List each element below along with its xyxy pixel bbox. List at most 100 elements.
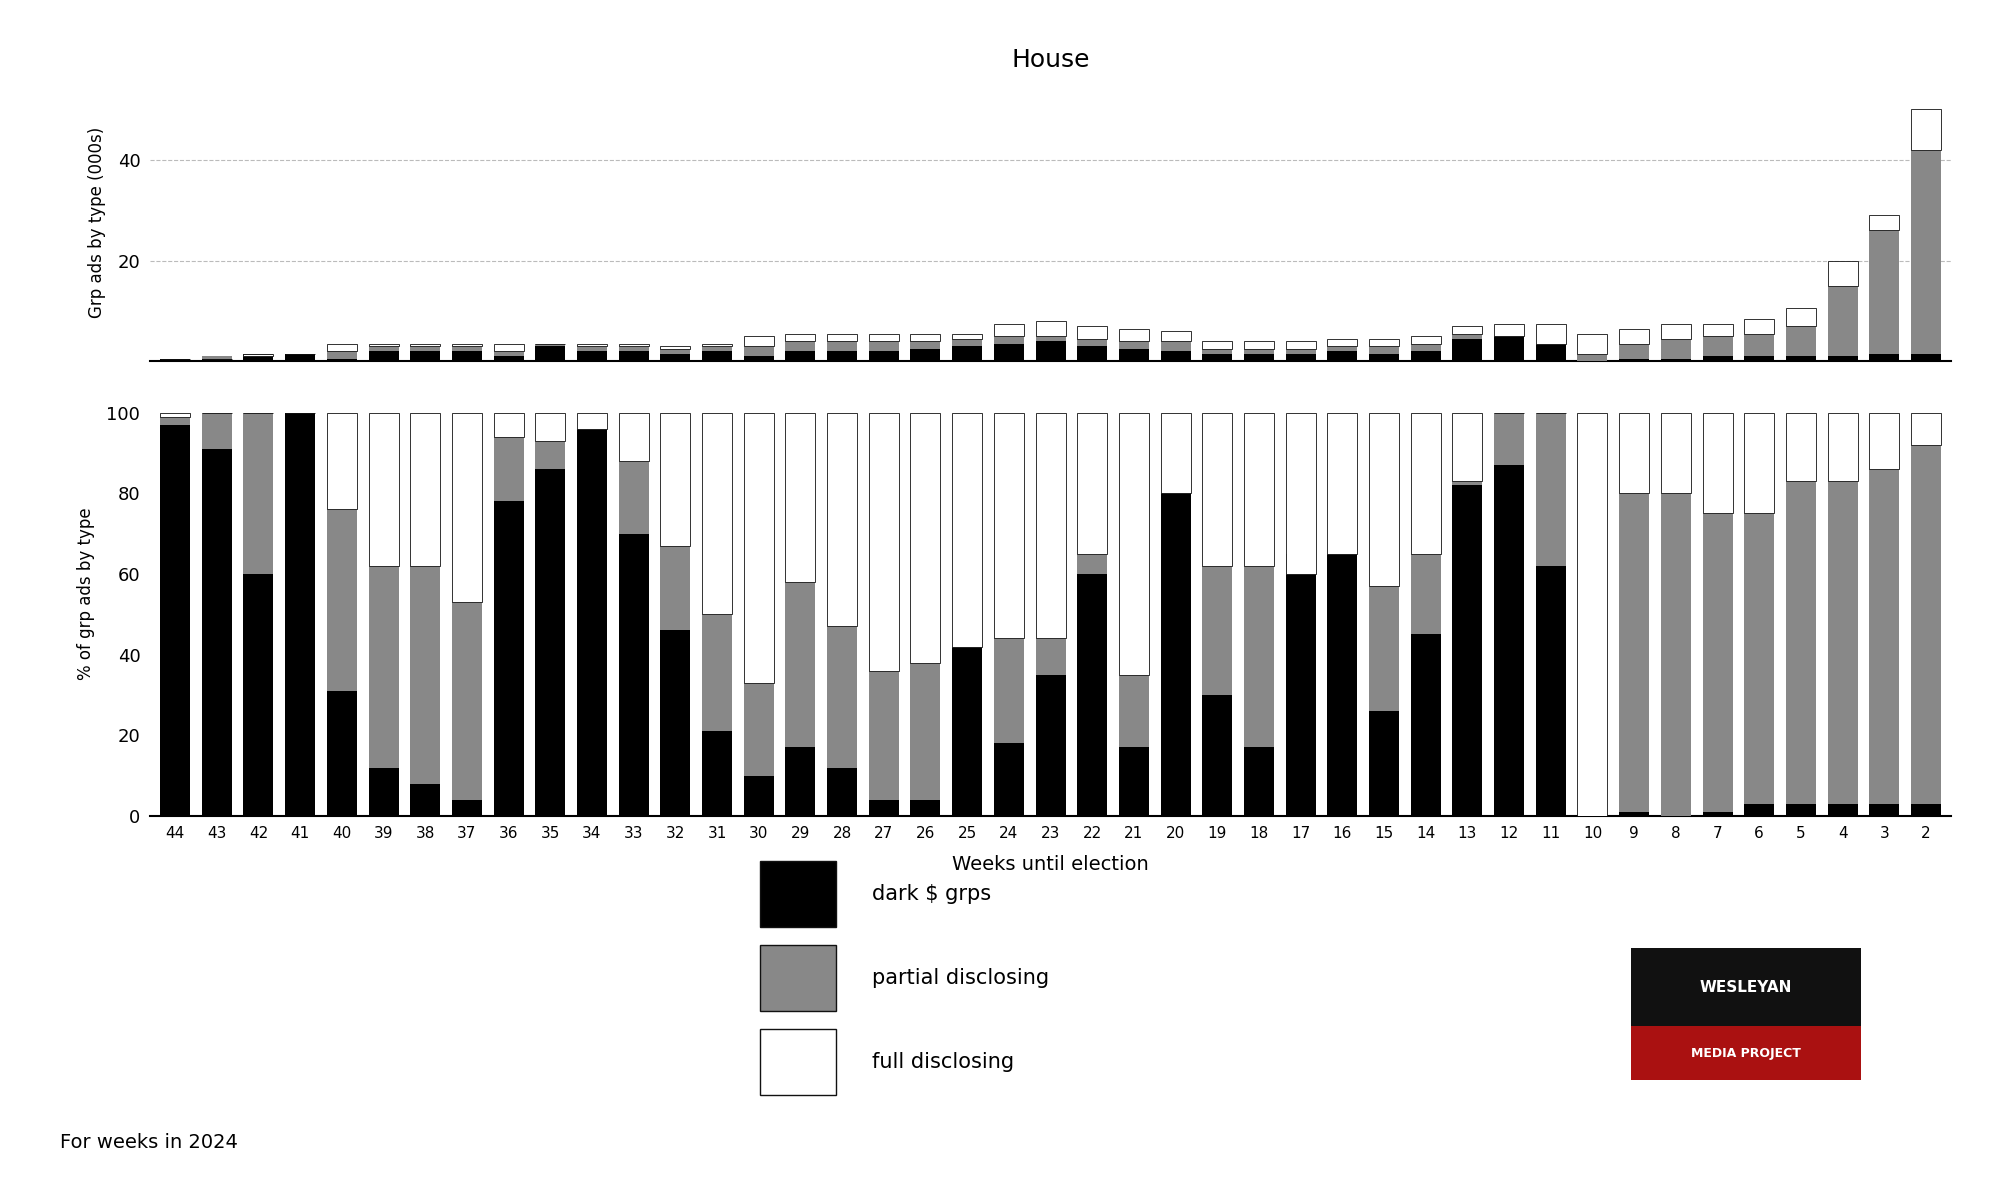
Bar bbox=[826, 626, 856, 768]
Bar bbox=[1203, 695, 1233, 816]
Bar bbox=[1327, 338, 1357, 347]
Bar bbox=[702, 614, 732, 731]
Bar bbox=[1495, 464, 1525, 816]
Bar bbox=[1745, 413, 1775, 514]
Bar bbox=[1287, 341, 1317, 349]
Bar bbox=[326, 413, 356, 509]
Bar bbox=[410, 343, 440, 347]
Bar bbox=[1911, 445, 1941, 804]
Bar bbox=[1787, 804, 1817, 816]
Bar bbox=[1369, 347, 1399, 354]
Bar bbox=[1745, 334, 1775, 356]
Bar bbox=[826, 768, 856, 816]
Bar bbox=[1453, 334, 1483, 338]
Bar bbox=[910, 349, 940, 361]
Bar bbox=[326, 343, 356, 352]
Bar bbox=[910, 341, 940, 349]
Bar bbox=[1119, 329, 1149, 341]
Bar bbox=[1119, 349, 1149, 361]
Bar bbox=[1827, 804, 1857, 816]
Bar bbox=[868, 334, 898, 341]
Bar bbox=[410, 347, 440, 352]
Bar bbox=[160, 416, 190, 425]
Bar bbox=[1537, 324, 1565, 343]
Y-axis label: % of grp ads by type: % of grp ads by type bbox=[78, 508, 96, 680]
Bar bbox=[494, 502, 524, 816]
Bar bbox=[660, 354, 690, 361]
Bar bbox=[494, 352, 524, 356]
Bar bbox=[1161, 331, 1191, 341]
Bar bbox=[1245, 413, 1275, 566]
Bar bbox=[410, 352, 440, 361]
Bar bbox=[1787, 356, 1817, 361]
Bar bbox=[1245, 354, 1275, 361]
Bar bbox=[160, 359, 190, 361]
Bar bbox=[1369, 354, 1399, 361]
Bar bbox=[1203, 566, 1233, 695]
Bar bbox=[868, 671, 898, 800]
Bar bbox=[660, 347, 690, 349]
Bar bbox=[1495, 324, 1525, 336]
Bar bbox=[994, 336, 1025, 343]
Bar bbox=[1077, 347, 1107, 361]
Bar bbox=[952, 413, 982, 647]
Bar bbox=[1869, 804, 1899, 816]
Bar bbox=[660, 413, 690, 546]
Bar bbox=[1745, 514, 1775, 804]
Bar bbox=[1287, 553, 1317, 816]
Bar bbox=[1911, 413, 1941, 445]
Bar bbox=[1077, 413, 1107, 553]
Bar bbox=[202, 356, 232, 361]
Bar bbox=[452, 602, 482, 800]
Bar bbox=[1453, 338, 1483, 361]
Bar bbox=[1537, 413, 1565, 566]
Text: dark $ grps: dark $ grps bbox=[872, 884, 992, 904]
Bar bbox=[326, 352, 356, 359]
Bar bbox=[1411, 336, 1441, 343]
Bar bbox=[1577, 413, 1607, 816]
Bar bbox=[1203, 349, 1233, 354]
Bar bbox=[1037, 413, 1065, 638]
Bar bbox=[618, 343, 648, 347]
Bar bbox=[1245, 349, 1275, 354]
Bar bbox=[536, 343, 566, 347]
Bar bbox=[286, 354, 316, 361]
Bar bbox=[1161, 493, 1191, 816]
Bar bbox=[784, 413, 816, 582]
Bar bbox=[1077, 338, 1107, 347]
Bar bbox=[1537, 566, 1565, 816]
Bar bbox=[1827, 413, 1857, 481]
Bar bbox=[536, 413, 566, 440]
Bar bbox=[410, 413, 440, 566]
Bar bbox=[910, 334, 940, 341]
Bar bbox=[326, 691, 356, 816]
Bar bbox=[1619, 413, 1649, 493]
Bar bbox=[618, 352, 648, 361]
Bar bbox=[744, 336, 774, 347]
Bar bbox=[618, 461, 648, 534]
Bar bbox=[1911, 804, 1941, 816]
Bar bbox=[702, 731, 732, 816]
Bar bbox=[1161, 352, 1191, 361]
Bar bbox=[1787, 326, 1817, 356]
Bar bbox=[784, 341, 816, 352]
Bar bbox=[1661, 338, 1691, 359]
Bar bbox=[1203, 354, 1233, 361]
Bar bbox=[410, 566, 440, 784]
Bar bbox=[1577, 334, 1607, 354]
Bar bbox=[660, 630, 690, 816]
Bar bbox=[576, 428, 606, 816]
Bar bbox=[702, 352, 732, 361]
Bar bbox=[1745, 356, 1775, 361]
Bar bbox=[1827, 481, 1857, 804]
Bar bbox=[1119, 674, 1149, 748]
Bar bbox=[1703, 413, 1733, 514]
Bar bbox=[660, 546, 690, 630]
Bar bbox=[286, 413, 316, 816]
Bar bbox=[1619, 812, 1649, 816]
Bar bbox=[1827, 356, 1857, 361]
Bar bbox=[1827, 260, 1857, 286]
Bar bbox=[1411, 352, 1441, 361]
Bar bbox=[1495, 336, 1525, 361]
Bar bbox=[1703, 514, 1733, 812]
